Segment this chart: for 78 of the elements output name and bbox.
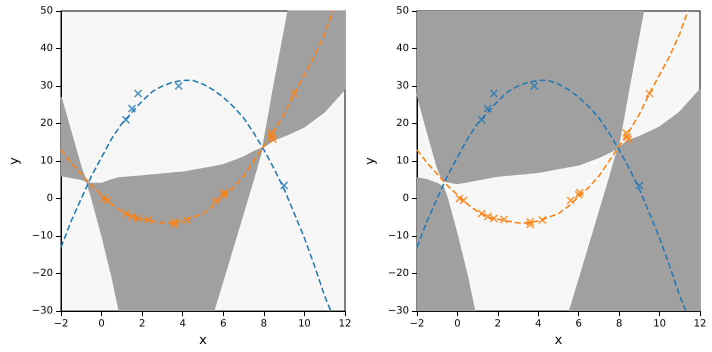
x-axis-title: x [554, 333, 563, 348]
point [477, 209, 486, 218]
point [500, 215, 508, 224]
x-tick-label: 4 [180, 318, 186, 330]
y-tick-label: −20 [388, 268, 410, 280]
x-tick-label: 8 [260, 318, 268, 330]
point [220, 188, 229, 197]
x-tick-label: 6 [576, 318, 582, 330]
point [170, 220, 179, 229]
point [219, 190, 228, 200]
x-tick-label: 0 [454, 318, 461, 330]
line-series [60, 80, 332, 312]
point [99, 194, 108, 203]
y-tick-label: 30 [40, 80, 54, 92]
x-tick-label: −2 [410, 318, 424, 330]
point [455, 194, 464, 203]
x-tick-label: 10 [298, 318, 311, 330]
y-tick-label: 40 [396, 43, 410, 54]
y-tick-label: 50 [40, 6, 54, 16]
y-tick-label: −10 [388, 230, 410, 242]
y-tick-label: 20 [396, 118, 410, 130]
x-tick-label: 0 [98, 318, 105, 330]
point [538, 216, 547, 224]
y-axis-title: y [363, 156, 378, 165]
x-tick-label: 10 [653, 318, 666, 330]
point [477, 116, 486, 124]
y-tick-label: 0 [46, 193, 54, 204]
point [268, 132, 276, 141]
point [210, 196, 220, 205]
y-tick-label: −30 [32, 306, 54, 317]
point [280, 181, 288, 190]
point [635, 181, 644, 190]
y-tick-label: −20 [32, 268, 54, 280]
point [122, 116, 130, 124]
point [128, 212, 136, 221]
point [290, 89, 299, 98]
point [574, 190, 583, 200]
x-tick-label: 12 [694, 318, 706, 330]
x-axis-title: x [199, 333, 208, 348]
y-tick-label: 50 [396, 6, 410, 16]
point [575, 188, 584, 197]
x-tick-label: −2 [54, 318, 68, 330]
y-tick-label: 0 [402, 193, 410, 204]
y-tick-label: 30 [396, 80, 410, 92]
point [128, 104, 136, 113]
y-tick-label: 40 [40, 43, 54, 54]
point [174, 82, 183, 90]
point [144, 215, 152, 224]
y-tick-label: −10 [32, 230, 54, 242]
y-tick-label: 10 [40, 156, 54, 167]
point [484, 104, 492, 113]
y-tick-label: 20 [40, 118, 54, 130]
point [526, 218, 534, 226]
y-tick-label: −30 [388, 306, 410, 317]
point [490, 214, 498, 223]
point [134, 214, 142, 223]
point [566, 196, 575, 205]
y-tick-label: 10 [396, 156, 410, 167]
line-series [416, 80, 687, 312]
point [484, 212, 492, 221]
point [103, 196, 112, 205]
x-tick-label: 8 [616, 318, 622, 330]
x-tick-label: 2 [494, 318, 502, 330]
point [122, 209, 130, 218]
point [182, 216, 192, 224]
point [170, 218, 179, 226]
y-axis-title: y [7, 156, 22, 165]
x-tick-label: 6 [220, 318, 226, 330]
point [526, 220, 534, 229]
point [530, 82, 538, 90]
point [645, 89, 654, 98]
x-tick-label: 4 [535, 318, 542, 330]
point [490, 89, 498, 98]
point [134, 89, 142, 98]
point [459, 196, 468, 205]
point [622, 132, 632, 141]
x-tick-label: 2 [138, 318, 146, 330]
x-tick-label: 12 [338, 318, 352, 330]
